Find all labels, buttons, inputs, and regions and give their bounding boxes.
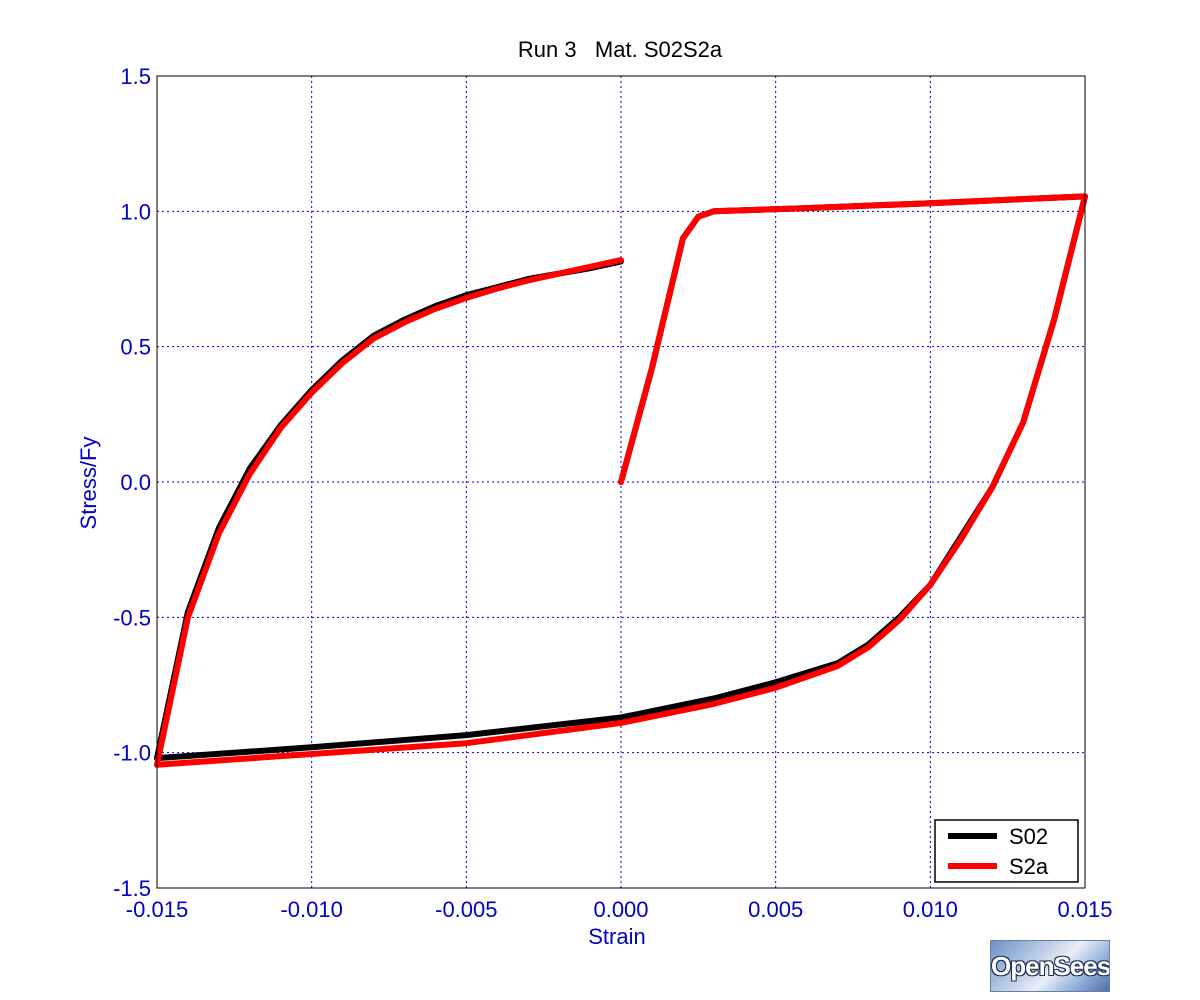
y-tick-label: -0.5 bbox=[113, 605, 151, 630]
series-line-s2a bbox=[154, 193, 1088, 768]
x-tick-labels: -0.015 -0.010 -0.005 0.000 0.005 0.010 0.015 bbox=[126, 897, 1113, 922]
y-tick-label: 0.0 bbox=[120, 470, 151, 495]
legend-label-s2a: S2a bbox=[1009, 854, 1049, 879]
x-tick-label: 0.015 bbox=[1057, 897, 1112, 922]
x-tick-label: -0.005 bbox=[435, 897, 497, 922]
y-tick-label: -1.0 bbox=[113, 741, 151, 766]
y-tick-label: -1.5 bbox=[113, 876, 151, 901]
series-line-s2a bbox=[154, 257, 624, 768]
y-tick-label: 1.5 bbox=[120, 64, 151, 89]
y-axis-label: Stress/Fy bbox=[76, 437, 101, 530]
x-tick-label: 0.010 bbox=[903, 897, 958, 922]
opensees-logo: OpenSees bbox=[990, 940, 1110, 992]
logo-text: OpenSees bbox=[991, 951, 1110, 981]
x-tick-label: 0.000 bbox=[593, 897, 648, 922]
x-tick-label: -0.015 bbox=[126, 897, 188, 922]
legend: S02 S2a bbox=[934, 819, 1079, 883]
legend-label-s02: S02 bbox=[1009, 824, 1048, 849]
x-axis-label: Strain bbox=[588, 924, 645, 949]
y-tick-label: 1.0 bbox=[120, 199, 151, 224]
legend-box bbox=[934, 819, 1079, 883]
chart-title: Run 3 Mat. S02S2a bbox=[518, 37, 723, 62]
series-line-s02 bbox=[154, 258, 624, 762]
plot-frame bbox=[156, 75, 1086, 889]
y-tick-labels: 1.5 1.0 0.5 0.0 -0.5 -1.0 -1.5 bbox=[113, 64, 151, 901]
y-tick-label: 0.5 bbox=[120, 335, 151, 360]
x-tick-label: -0.010 bbox=[280, 897, 342, 922]
series-lines bbox=[154, 193, 1088, 768]
x-tick-label: 0.005 bbox=[748, 897, 803, 922]
series-line-s2a bbox=[618, 193, 1088, 485]
